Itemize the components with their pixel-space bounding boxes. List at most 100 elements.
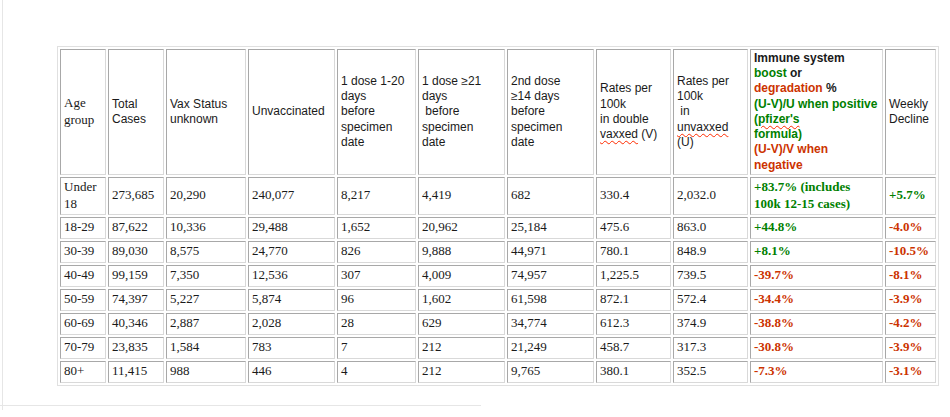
cell-unvaccinated: 240,077 (248, 177, 335, 215)
cell-total-cases: 87,622 (108, 217, 164, 239)
cell-immune-system-boost-or-degradation: +44.8% (750, 217, 883, 239)
cell-immune-system-boost-or-degradation: +83.7% (includes 100k 12-15 cases) (750, 177, 883, 215)
cell-one-dose-21-plus-days: 212 (418, 361, 505, 383)
cell-second-dose-14-plus-days: 44,971 (507, 241, 594, 263)
header-text-segment: formula) (754, 127, 802, 141)
cell-rates-per-100k-double-vaxxed: 1,225.5 (596, 265, 671, 287)
cell-immune-system-boost-or-degradation: -38.8% (750, 313, 883, 335)
cell-second-dose-14-plus-days: 9,765 (507, 361, 594, 383)
cell-vax-status-unknown: 7,350 (166, 265, 246, 287)
cell-unvaccinated: 12,536 (248, 265, 335, 287)
cell-total-cases: 74,397 (108, 289, 164, 311)
cell-second-dose-14-plus-days: 61,598 (507, 289, 594, 311)
column-header-one-dose-1-20-days: 1 dose 1-20 days before specimen date (337, 49, 416, 175)
vaccination-rates-table: Age groupTotal CasesVax Status unknownUn… (57, 46, 939, 386)
cell-rates-per-100k-double-vaxxed: 380.1 (596, 361, 671, 383)
cell-total-cases: 40,346 (108, 313, 164, 335)
header-text-segment: 1 dose ≥21 days before specimen date (422, 74, 481, 149)
cell-age-group: 70-79 (60, 337, 106, 359)
cell-one-dose-1-20-days: 7 (337, 337, 416, 359)
cell-total-cases: 11,415 (108, 361, 164, 383)
column-header-rates-per-100k-double-vaxxed: Rates per 100k in double vaxxed (V) (596, 49, 671, 175)
cell-age-group: 30-39 (60, 241, 106, 263)
column-header-weekly-decline: Weekly Decline (885, 49, 936, 175)
cell-one-dose-21-plus-days: 629 (418, 313, 505, 335)
cell-vax-status-unknown: 10,336 (166, 217, 246, 239)
column-header-age-group: Age group (60, 49, 106, 175)
cell-vax-status-unknown: 988 (166, 361, 246, 383)
header-row: Age groupTotal CasesVax Status unknownUn… (60, 49, 936, 175)
page-frame-left-border (2, 0, 3, 410)
cell-age-group: 40-49 (60, 265, 106, 287)
cell-weekly-decline: -8.1% (885, 265, 936, 287)
cell-second-dose-14-plus-days: 682 (507, 177, 594, 215)
cell-second-dose-14-plus-days: 34,774 (507, 313, 594, 335)
header-text-segment: Unvaccinated (252, 104, 325, 118)
column-header-unvaccinated: Unvaccinated (248, 49, 335, 175)
header-text-segment: boost (754, 66, 787, 80)
cell-weekly-decline: +5.7% (885, 177, 936, 215)
cell-weekly-decline: -3.1% (885, 361, 936, 383)
header-text-segment: Rates per 100k in (677, 74, 729, 118)
cell-age-group: 50-59 (60, 289, 106, 311)
cell-weekly-decline: -4.0% (885, 217, 936, 239)
header-text-segment: (U) (677, 135, 694, 149)
cell-one-dose-1-20-days: 96 (337, 289, 416, 311)
cell-total-cases: 273,685 (108, 177, 164, 215)
cell-rates-per-100k-unvaxxed: 572.4 (673, 289, 748, 311)
header-text-segment: Rates per 100k in double (600, 81, 652, 125)
cell-unvaccinated: 29,488 (248, 217, 335, 239)
table-row-40-49: 40-4999,1597,35012,5363074,00974,9571,22… (60, 265, 936, 287)
cell-vax-status-unknown: 5,227 (166, 289, 246, 311)
header-text-segment: or (787, 66, 802, 80)
cell-vax-status-unknown: 20,290 (166, 177, 246, 215)
cell-one-dose-1-20-days: 8,217 (337, 177, 416, 215)
cell-rates-per-100k-double-vaxxed: 475.6 (596, 217, 671, 239)
cell-one-dose-21-plus-days: 20,962 (418, 217, 505, 239)
table-row-50-59: 50-5974,3975,2275,874961,60261,598872.15… (60, 289, 936, 311)
cell-one-dose-1-20-days: 28 (337, 313, 416, 335)
cell-age-group: 18-29 (60, 217, 106, 239)
header-text-segment: Total Cases (112, 97, 146, 126)
table-row-18-29: 18-2987,62210,33629,4881,65220,96225,184… (60, 217, 936, 239)
cell-second-dose-14-plus-days: 21,249 (507, 337, 594, 359)
table-row-30-39: 30-3989,0308,57524,7708269,88844,971780.… (60, 241, 936, 263)
header-text-segment: degradation (754, 81, 823, 95)
column-header-second-dose-14-plus-days: 2nd dose ≥14 days before specimen date (507, 49, 594, 175)
cell-vax-status-unknown: 2,887 (166, 313, 246, 335)
header-text-segment: unvaxxed (677, 120, 728, 134)
cell-unvaccinated: 24,770 (248, 241, 335, 263)
cell-second-dose-14-plus-days: 25,184 (507, 217, 594, 239)
header-text-segment: 1 dose 1-20 days before specimen date (341, 74, 404, 149)
cell-one-dose-1-20-days: 1,652 (337, 217, 416, 239)
cell-unvaccinated: 783 (248, 337, 335, 359)
cell-rates-per-100k-double-vaxxed: 330.4 (596, 177, 671, 215)
cell-weekly-decline: -3.9% (885, 337, 936, 359)
cell-weekly-decline: -4.2% (885, 313, 936, 335)
page-frame-bottom-border (0, 405, 481, 406)
table-body: Under 18273,68520,290240,0778,2174,41968… (60, 177, 936, 383)
header-text-segment: vaxxed (600, 127, 638, 141)
cell-immune-system-boost-or-degradation: -39.7% (750, 265, 883, 287)
cell-rates-per-100k-unvaxxed: 848.9 (673, 241, 748, 263)
cell-immune-system-boost-or-degradation: -34.4% (750, 289, 883, 311)
header-text-segment: 2nd dose ≥14 days before specimen date (511, 74, 562, 149)
cell-weekly-decline: -10.5% (885, 241, 936, 263)
cell-rates-per-100k-unvaxxed: 2,032.0 (673, 177, 748, 215)
cell-one-dose-1-20-days: 307 (337, 265, 416, 287)
cell-rates-per-100k-double-vaxxed: 872.1 (596, 289, 671, 311)
cell-weekly-decline: -3.9% (885, 289, 936, 311)
cell-one-dose-21-plus-days: 9,888 (418, 241, 505, 263)
header-text-segment: Weekly Decline (889, 97, 931, 126)
cell-rates-per-100k-unvaxxed: 317.3 (673, 337, 748, 359)
cell-second-dose-14-plus-days: 74,957 (507, 265, 594, 287)
header-text-segment: Age group (64, 95, 94, 127)
cell-age-group: Under 18 (60, 177, 106, 215)
cell-age-group: 80+ (60, 361, 106, 383)
header-text-segment: (V) (638, 127, 657, 141)
column-header-total-cases: Total Cases (108, 49, 164, 175)
cell-age-group: 60-69 (60, 313, 106, 335)
cell-rates-per-100k-unvaxxed: 352.5 (673, 361, 748, 383)
table-row-70-79: 70-7923,8351,584783721221,249458.7317.3-… (60, 337, 936, 359)
column-header-one-dose-21-plus-days: 1 dose ≥21 days before specimen date (418, 49, 505, 175)
